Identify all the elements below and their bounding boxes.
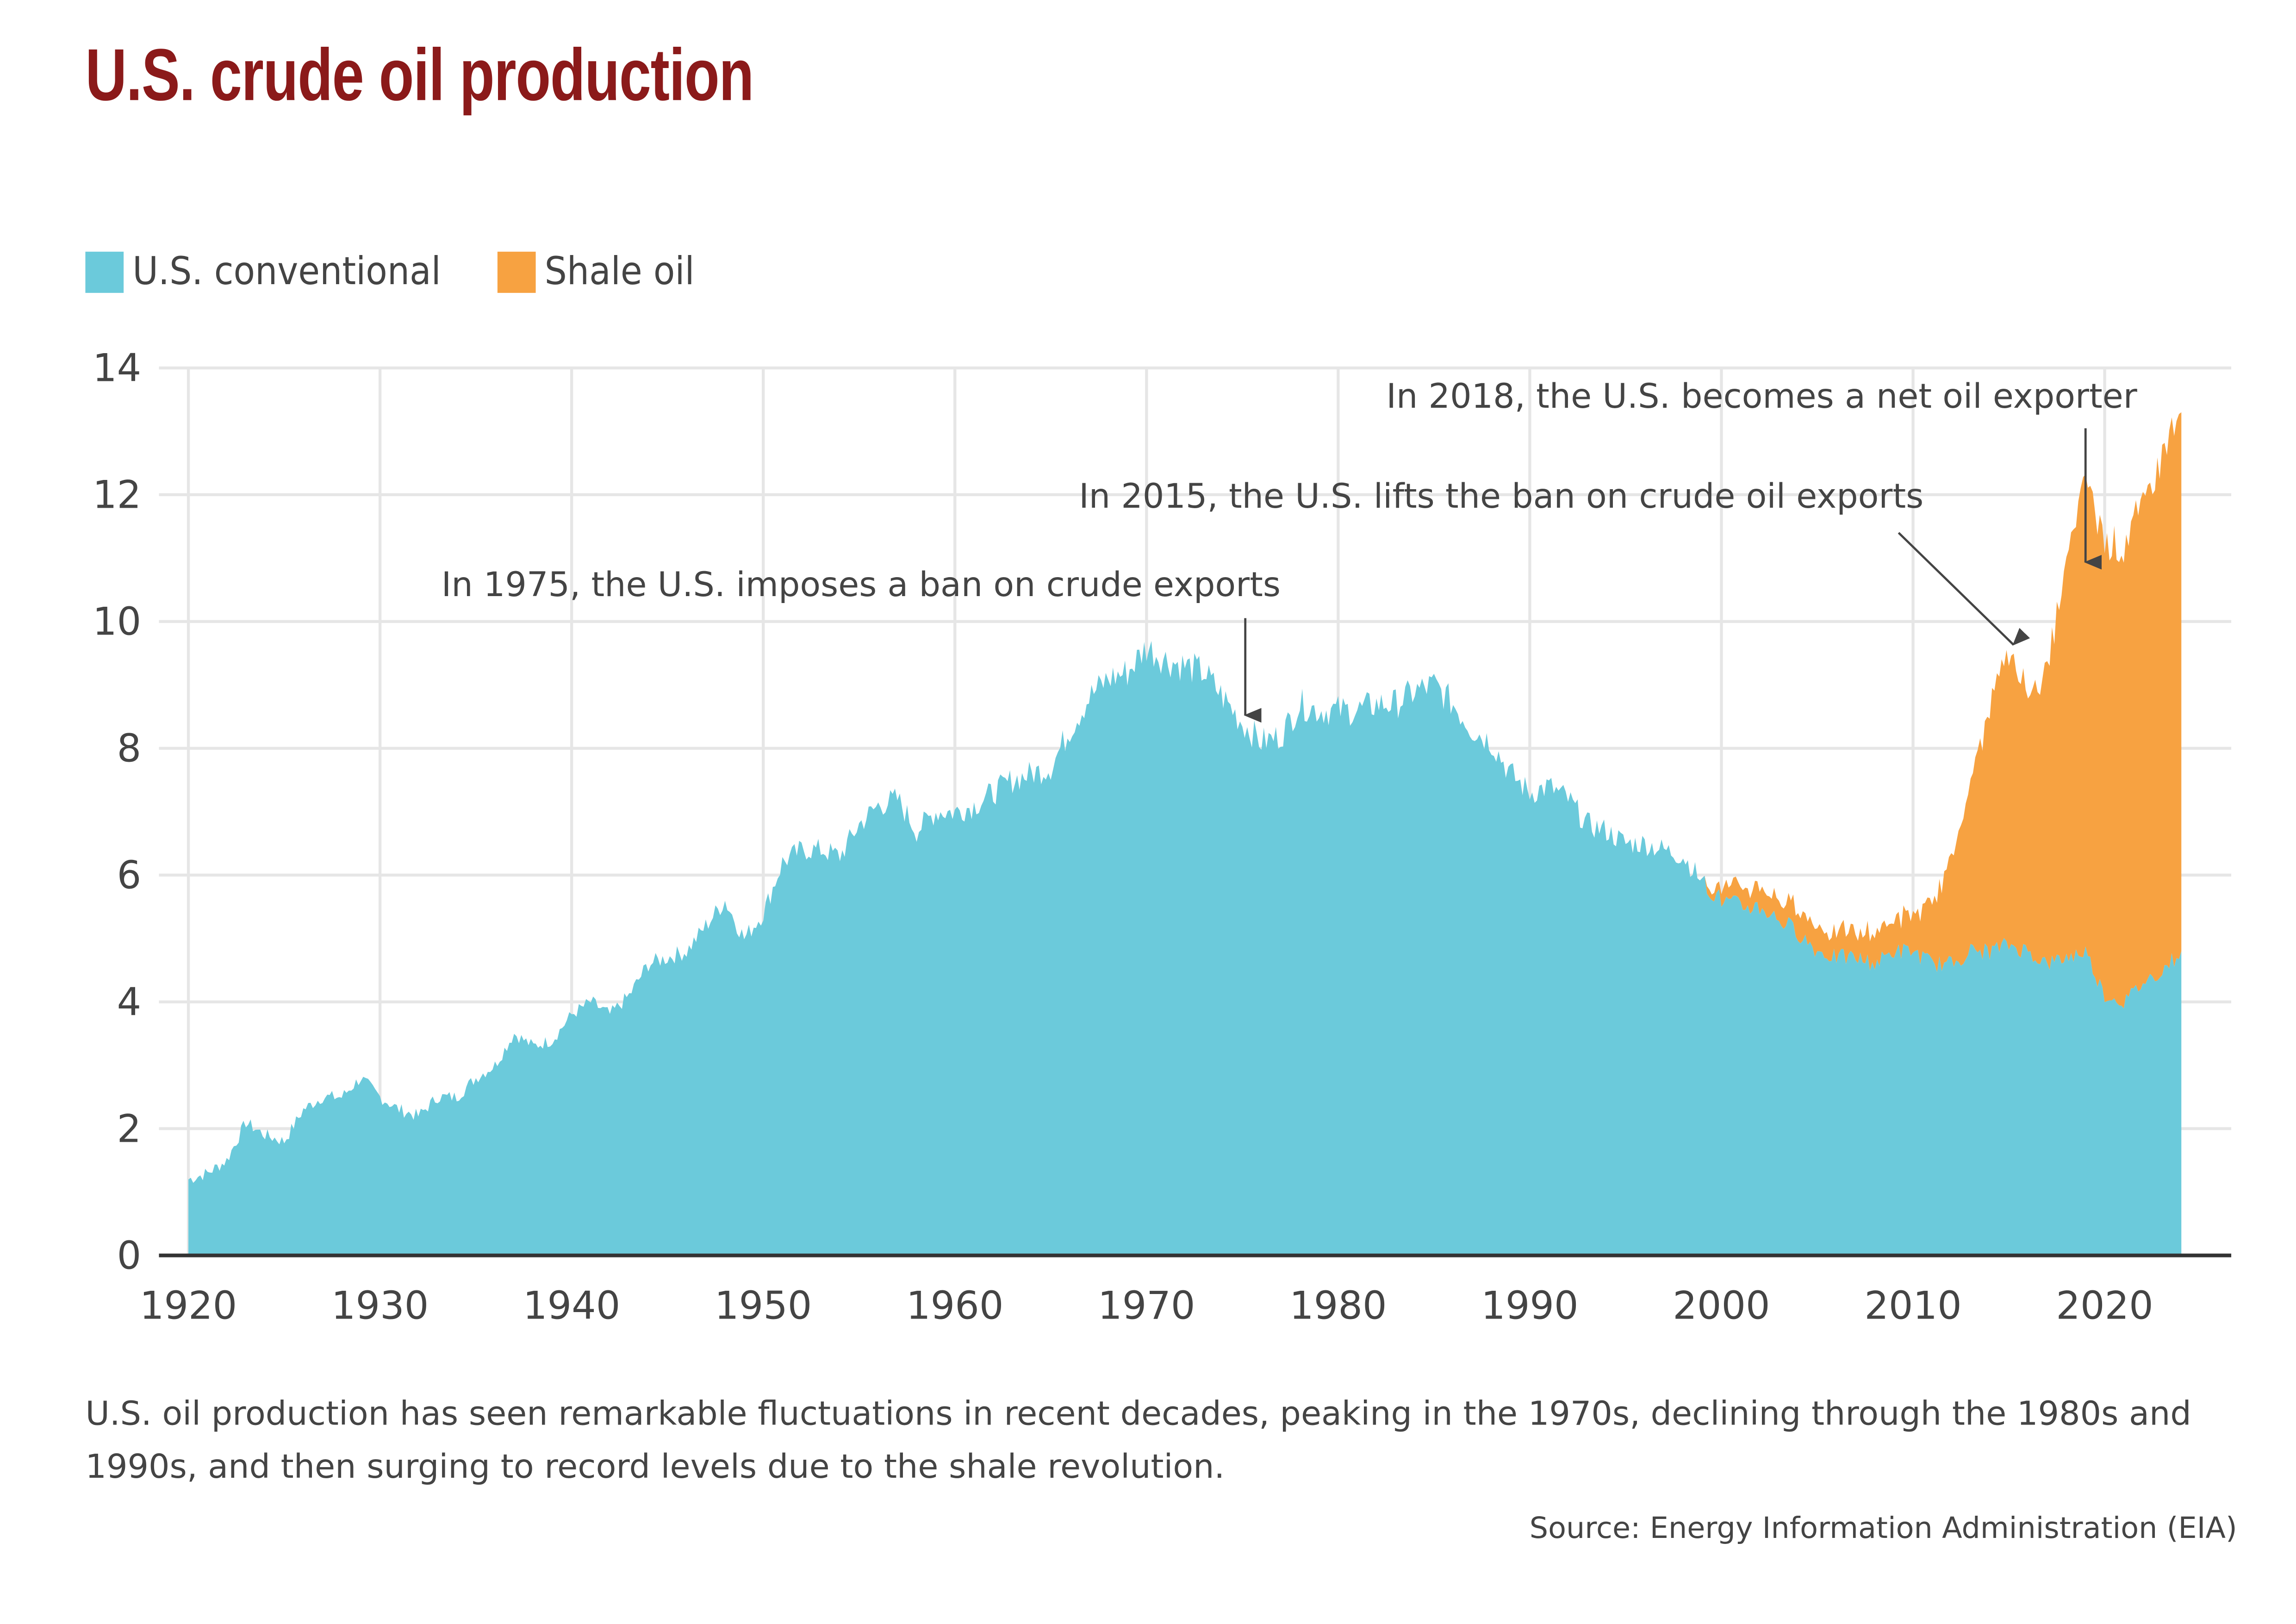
- y-tick-label: 12: [93, 473, 141, 517]
- y-tick-label: 4: [117, 980, 142, 1024]
- x-tick-label: 1950: [715, 1283, 812, 1328]
- legend: U.S. conventional Shale oil: [85, 250, 737, 294]
- annotation-2018-label: In 2018, the U.S. becomes a net oil expo…: [1386, 377, 2137, 416]
- x-tick-label: 1940: [523, 1283, 620, 1328]
- legend-swatch-conventional: [85, 251, 124, 293]
- legend-swatch-shale: [497, 251, 536, 293]
- source-note: Source: Energy Information Administratio…: [1529, 1510, 2237, 1546]
- x-tick-label: 1920: [140, 1283, 237, 1328]
- legend-item-shale: Shale oil: [497, 250, 707, 294]
- y-tick-label: 6: [117, 853, 142, 897]
- y-tick-label: 14: [93, 346, 141, 391]
- y-tick-label: 0: [117, 1233, 142, 1278]
- legend-label-shale: Shale oil: [544, 250, 695, 295]
- x-tick-label: 2000: [1673, 1283, 1770, 1328]
- x-tick-label: 1930: [331, 1283, 429, 1328]
- area-us-conventional: [188, 641, 2182, 1256]
- x-tick-label: 1990: [1481, 1283, 1578, 1328]
- chart-title: U.S. crude oil production: [85, 34, 754, 117]
- y-tick-label: 10: [93, 600, 141, 644]
- area-layers: [188, 412, 2182, 1256]
- legend-label-conventional: U.S. conventional: [132, 250, 441, 295]
- x-tick-label: 1960: [906, 1283, 1003, 1328]
- annotation-1975-label: In 1975, the U.S. imposes a ban on crude…: [442, 565, 1281, 604]
- y-tick-label: 2: [117, 1107, 142, 1151]
- x-tick-label: 2020: [2056, 1283, 2153, 1328]
- x-tick-label: 2010: [1864, 1283, 1961, 1328]
- annotation-2015-arrow: [1898, 532, 2030, 646]
- legend-item-conventional: U.S. conventional: [85, 250, 467, 294]
- chart-caption: U.S. oil production has seen remarkable …: [85, 1395, 2191, 1487]
- annotations: In 1975, the U.S. imposes a ban on crude…: [442, 377, 2138, 723]
- x-tick-label: 1970: [1098, 1283, 1195, 1328]
- x-tick-label: 1980: [1289, 1283, 1387, 1328]
- axes: 0 2 4 6 8 10 12 14 1920 1930 1940 1950 1960 1970 1980 1…: [93, 346, 2232, 1328]
- annotation-2015-label: In 2015, the U.S. lifts the ban on crude…: [1079, 477, 1923, 516]
- y-tick-label: 8: [117, 726, 142, 771]
